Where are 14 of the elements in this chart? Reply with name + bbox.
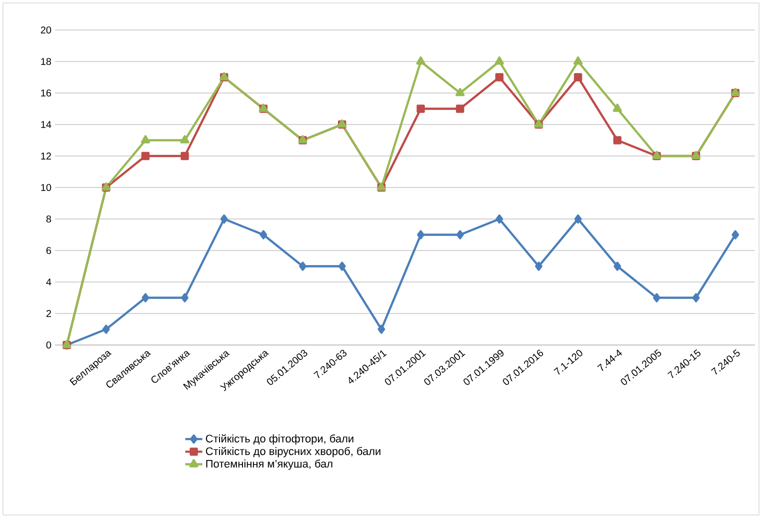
y-tick-label: 2 — [46, 310, 51, 317]
y-tick-label: 10 — [41, 184, 52, 192]
legend-label: Потемніння м’якуша, бал — [206, 459, 332, 470]
y-tick-label: 8 — [46, 215, 52, 223]
y-tick-label: 0 — [46, 341, 52, 349]
legend-label: Стійкість до вірусних хвороб, бали — [206, 446, 380, 458]
y-tick-label: 16 — [41, 89, 52, 97]
y-tick-label: 20 — [40, 26, 52, 34]
y-tick-label: 18 — [41, 58, 52, 66]
y-tick-label: 6 — [46, 246, 52, 254]
y-tick-label: 12 — [41, 152, 51, 160]
y-tick-label: 14 — [41, 121, 52, 128]
y-tick-label: 4 — [46, 278, 52, 286]
legend-label: Стійкість до фітофтори, бали — [206, 434, 354, 445]
